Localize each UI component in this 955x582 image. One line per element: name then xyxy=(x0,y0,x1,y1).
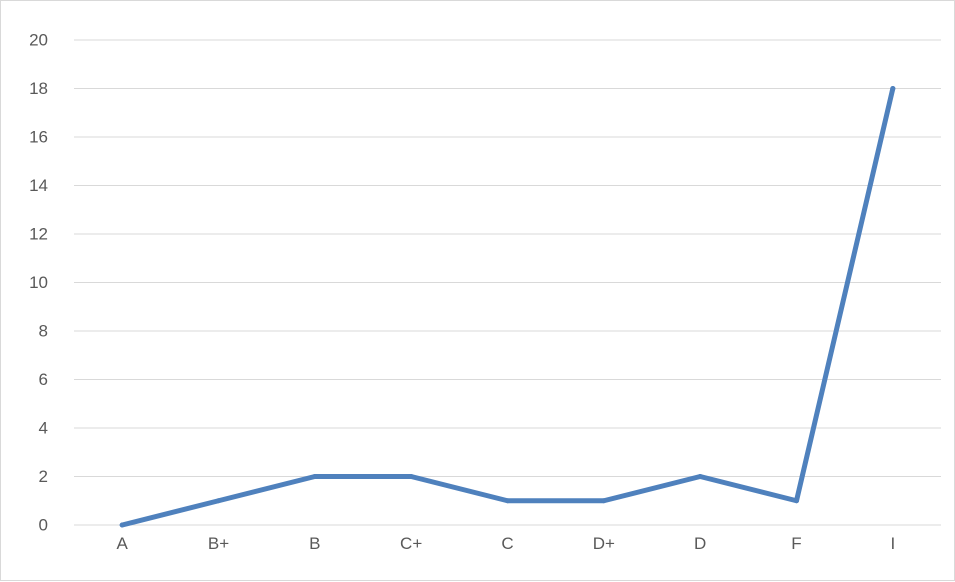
y-tick-label-12: 12 xyxy=(29,225,48,244)
x-tick-label-6: D xyxy=(694,534,706,553)
x-tick-label-5: D+ xyxy=(593,534,615,553)
x-tick-label-8: I xyxy=(890,534,895,553)
y-tick-label-10: 10 xyxy=(29,273,48,292)
x-tick-label-3: C+ xyxy=(400,534,422,553)
y-axis-tick-labels: 0 2 4 6 8 10 12 14 16 18 20 xyxy=(29,31,48,535)
data-point-D xyxy=(697,474,703,479)
y-tick-label-18: 18 xyxy=(29,79,48,98)
data-point-D+ xyxy=(601,498,607,504)
y-tick-label-8: 8 xyxy=(39,322,48,341)
y-tick-label-16: 16 xyxy=(29,128,48,147)
x-axis-tick-labels: A B+ B C+ C D+ D F I xyxy=(116,534,895,553)
x-tick-label-7: F xyxy=(791,534,801,553)
x-tick-label-0: A xyxy=(116,534,128,553)
y-tick-label-14: 14 xyxy=(29,176,48,195)
data-point-C xyxy=(505,498,510,504)
y-tick-label-2: 2 xyxy=(39,467,48,486)
y-tick-label-0: 0 xyxy=(39,516,48,535)
data-point-B xyxy=(312,474,318,479)
x-tick-label-4: C xyxy=(501,534,513,553)
x-tick-label-1: B+ xyxy=(208,534,229,553)
y-tick-label-4: 4 xyxy=(39,419,48,438)
data-point-F xyxy=(794,498,799,504)
data-point-B+ xyxy=(216,498,221,504)
data-point-I xyxy=(890,86,896,91)
x-tick-label-2: B xyxy=(309,534,320,553)
y-tick-label-20: 20 xyxy=(29,31,48,50)
data-point-C+ xyxy=(408,474,414,479)
y-tick-label-6: 6 xyxy=(39,370,48,389)
gridlines xyxy=(74,39,941,526)
series-lines xyxy=(119,86,896,528)
series-line-0 xyxy=(119,86,896,528)
data-point-A xyxy=(119,522,125,528)
